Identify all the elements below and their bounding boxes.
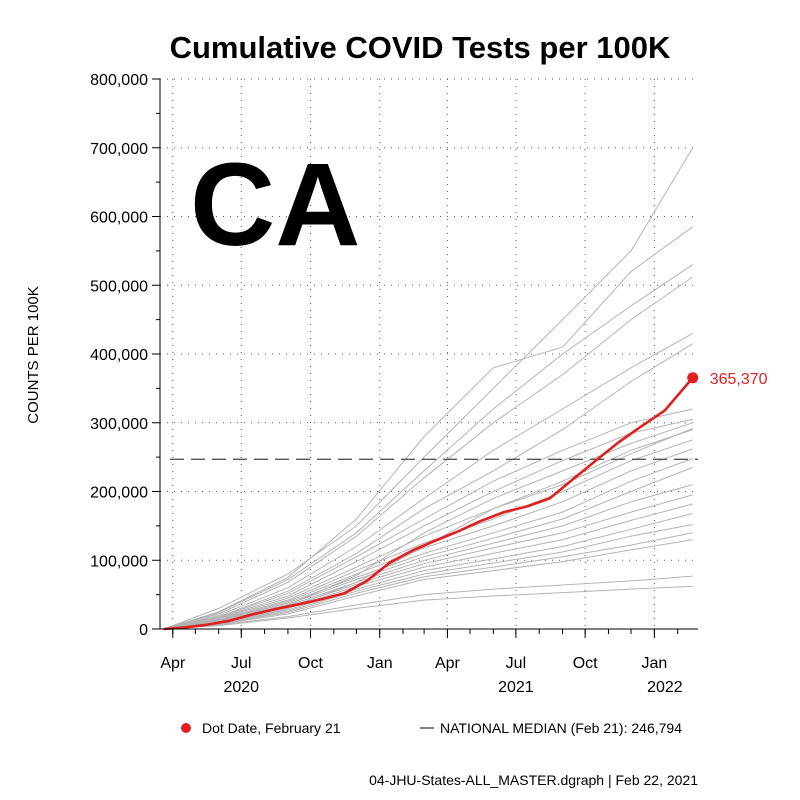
background-series-line-6 (163, 343, 693, 630)
x-tick-label: Jul (506, 655, 526, 672)
x-tick-label: Apr (160, 655, 186, 672)
legend-median-label: NATIONAL MEDIAN (Feb 21): 246,794 (440, 720, 682, 736)
x-tick-label: Oct (298, 655, 323, 672)
y-tick-label: 200,000 (90, 485, 148, 502)
legend-dot-label: Dot Date, February 21 (202, 720, 341, 736)
background-series-line-22 (163, 585, 693, 630)
x-year-label: 2021 (498, 679, 534, 696)
highlight-end-label: 365,370 (710, 371, 768, 388)
background-series-line-11 (163, 448, 693, 630)
background-series-line-10 (163, 439, 693, 630)
y-tick-label: 800,000 (90, 72, 148, 89)
grid-lines (160, 78, 698, 629)
background-series-line-20 (163, 539, 693, 630)
y-tick-label: 400,000 (90, 347, 148, 364)
y-axis-label: COUNTS PER 100K (25, 286, 42, 424)
background-series-line-8 (163, 418, 693, 630)
highlight-end-dot (687, 372, 699, 384)
x-year-label: 2020 (223, 679, 259, 696)
legend-dot-marker (181, 723, 191, 733)
y-tick-label: 600,000 (90, 210, 148, 227)
y-tick-label: 300,000 (90, 416, 148, 433)
background-series-group (163, 147, 694, 630)
background-series-line-1 (163, 147, 694, 630)
legend: Dot Date, February 21 NATIONAL MEDIAN (F… (181, 720, 682, 736)
y-tick-label: 100,000 (90, 553, 148, 570)
background-series-line-5 (163, 332, 693, 630)
x-tick-label: Oct (573, 655, 598, 672)
background-series-line-9 (163, 429, 693, 630)
background-series-line-3 (163, 264, 693, 630)
background-series-line-2 (163, 226, 693, 630)
background-series-line-13 (163, 466, 693, 630)
x-tick-label: Jan (641, 655, 667, 672)
y-tick-label: 0 (139, 622, 148, 639)
footer-source: 04-JHU-States-ALL_MASTER.dgraph | Feb 22… (369, 772, 698, 788)
background-series-line-7 (163, 408, 693, 630)
background-series-line-24 (163, 422, 693, 630)
x-year-label: 2022 (647, 679, 683, 696)
chart-title: Cumulative COVID Tests per 100K (170, 30, 671, 65)
y-tick-label: 500,000 (90, 278, 148, 295)
x-tick-label: Jan (367, 655, 393, 672)
state-label: CA (190, 139, 360, 271)
highlight-series-line (163, 376, 694, 631)
x-tick-label: Apr (435, 655, 461, 672)
highlight-series-group: 365,370 (163, 371, 768, 631)
y-tick-label: 700,000 (90, 141, 148, 158)
axes: 0 100,000 200,000 300,000 400,000 500,000 600,… (90, 72, 698, 696)
x-tick-label: Jul (231, 655, 251, 672)
background-series-line-4 (163, 276, 693, 630)
background-series-line-19 (163, 532, 693, 630)
background-series-line-21 (163, 575, 693, 630)
